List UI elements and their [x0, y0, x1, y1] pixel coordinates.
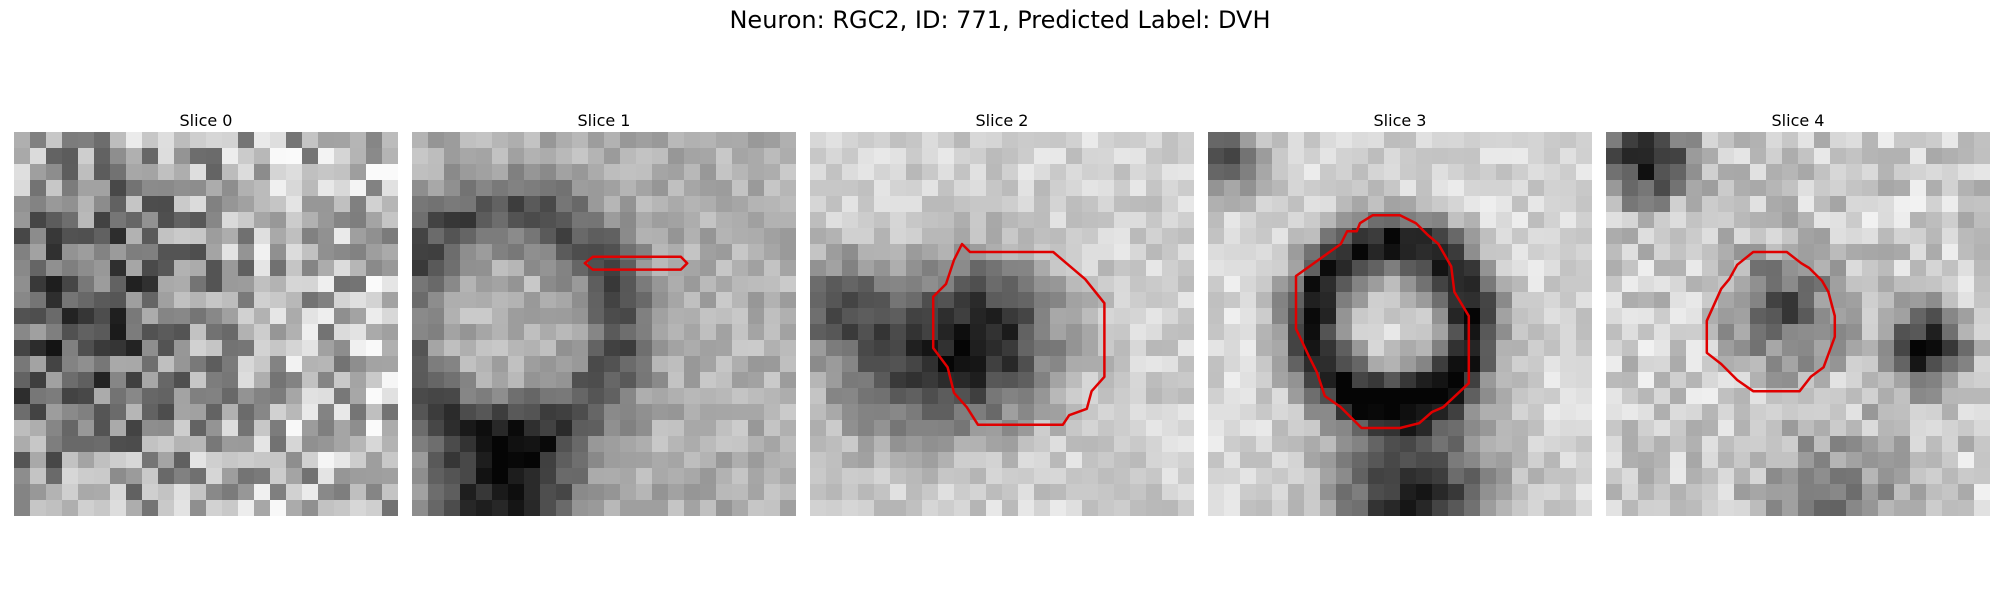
slice-image-3: [1208, 132, 1592, 516]
slice-image-0: [14, 132, 398, 516]
slice-panel-1: Slice 1: [412, 110, 796, 516]
slice-image-2: [810, 132, 1194, 516]
slice-title-1: Slice 1: [577, 111, 631, 130]
slice-image-1: [412, 132, 796, 516]
slice-panel-3: Slice 3: [1208, 110, 1592, 516]
slice-panel-2: Slice 2: [810, 110, 1194, 516]
roi-contour-3: [1294, 213, 1471, 430]
roi-contour-4: [1705, 250, 1837, 393]
slice-title-2: Slice 2: [975, 111, 1029, 130]
figure-title: Neuron: RGC2, ID: 771, Predicted Label: …: [729, 6, 1271, 34]
slice-image-4: [1606, 132, 1990, 516]
slice-title-0: Slice 0: [179, 111, 233, 130]
roi-contour-1: [583, 255, 689, 271]
slice-panel-4: Slice 4: [1606, 110, 1990, 516]
slice-title-3: Slice 3: [1373, 111, 1427, 130]
slice-title-4: Slice 4: [1771, 111, 1825, 130]
slice-panel-0: Slice 0: [14, 110, 398, 516]
roi-contour-2: [931, 242, 1106, 427]
